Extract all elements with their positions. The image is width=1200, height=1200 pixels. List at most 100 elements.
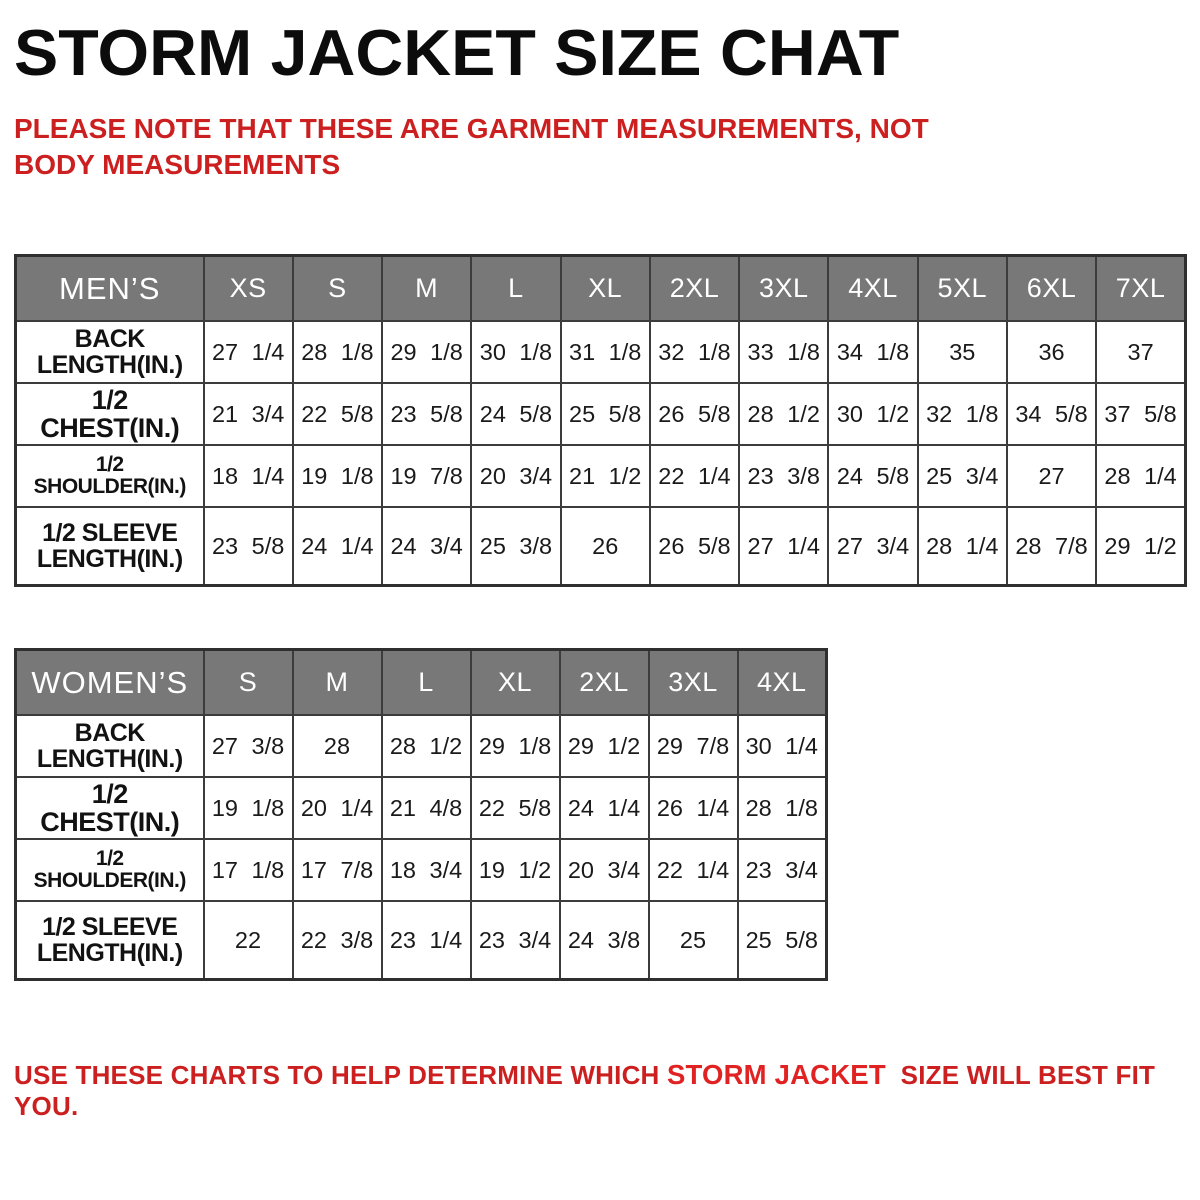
size-value-cell: 26 xyxy=(559,506,651,587)
size-value-cell: 23 1/4 xyxy=(380,900,472,981)
fit-advice-suffix: SIZE WILL BEST FIT YOU. xyxy=(14,1059,1163,1121)
size-chart-page: STORM JACKET SIZE CHAT PLEASE NOTE THAT … xyxy=(14,16,1188,1122)
garment-measurement-note: PLEASE NOTE THAT THESE ARE GARMENT MEASU… xyxy=(14,113,929,181)
size-value-cell: 24 1/4 xyxy=(291,506,384,587)
size-value-cell: 25 xyxy=(647,900,739,981)
fit-advice-text: USE THESE CHARTS TO HELP DETERMINE WHICH… xyxy=(14,1059,1188,1122)
size-table: WOMEN’S S M L XL 2XL 3XL 4XL BACK LENGTH(IN.) 27 3… xyxy=(14,647,828,981)
size-value-cell: 27 1/4 xyxy=(202,320,294,385)
table-header-row: MEN’S XS S M L XL 2XL 3XL 4XL 5XL 6XL 7XL xyxy=(14,254,1187,323)
size-value-cell: 22 5/8 xyxy=(469,776,561,841)
size-value-cell: 17 7/8 xyxy=(291,838,383,903)
size-value-cell: 29 1/2 xyxy=(1095,506,1187,587)
size-value-cell: 24 3/4 xyxy=(381,506,473,587)
fit-advice-product-name: STORM JACKET xyxy=(666,1058,886,1090)
size-value-cell: 26 5/8 xyxy=(648,382,741,447)
size-value-cell: 28 7/8 xyxy=(1005,506,1098,587)
size-value-cell: 21 4/8 xyxy=(380,776,472,841)
size-column-header: M xyxy=(381,254,473,323)
measurement-label: 1/2 SHOULDER(IN.) xyxy=(14,838,205,903)
size-column-header: L xyxy=(380,648,472,717)
size-value-cell: 27 3/8 xyxy=(202,714,294,779)
size-value-cell: 28 1/4 xyxy=(916,506,1008,587)
size-value-cell: 33 1/8 xyxy=(738,320,830,385)
size-column-header: S xyxy=(291,254,384,323)
table-row: BACK LENGTH(IN.) 27 1/4 28 1/8 29 1/8 30 1/8 3… xyxy=(14,320,1187,385)
size-value-cell: 35 xyxy=(916,320,1008,385)
size-value-cell: 24 3/8 xyxy=(558,900,650,981)
size-value-cell: 22 1/4 xyxy=(647,838,739,903)
size-column-header: S xyxy=(202,648,294,717)
size-value-cell: 31 1/8 xyxy=(559,320,651,385)
size-value-cell: 30 1/2 xyxy=(827,382,919,447)
size-value-cell: 17 1/8 xyxy=(202,838,294,903)
table-title-cell: MEN’S xyxy=(14,254,205,323)
size-value-cell: 28 1/4 xyxy=(1095,444,1187,509)
measurement-label: 1/2 SLEEVE LENGTH(IN.) xyxy=(14,506,205,587)
size-value-cell: 23 3/8 xyxy=(738,444,830,509)
size-value-cell: 34 5/8 xyxy=(1005,382,1098,447)
size-value-cell: 27 3/4 xyxy=(827,506,919,587)
size-value-cell: 34 1/8 xyxy=(827,320,919,385)
size-value-cell: 29 7/8 xyxy=(647,714,739,779)
size-column-header: 3XL xyxy=(738,254,830,323)
size-value-cell: 25 3/8 xyxy=(470,506,562,587)
size-value-cell: 37 5/8 xyxy=(1095,382,1187,447)
size-value-cell: 28 1/2 xyxy=(738,382,830,447)
size-value-cell: 28 1/2 xyxy=(380,714,472,779)
size-value-cell: 30 1/4 xyxy=(736,714,828,779)
size-value-cell: 21 3/4 xyxy=(202,382,294,447)
size-value-cell: 23 3/4 xyxy=(736,838,828,903)
size-value-cell: 24 5/8 xyxy=(827,444,919,509)
size-value-cell: 32 1/8 xyxy=(916,382,1008,447)
size-value-cell: 23 5/8 xyxy=(381,382,473,447)
size-value-cell: 36 xyxy=(1005,320,1098,385)
table-row: 1/2 SLEEVE LENGTH(IN.) 22 22 3/8 23 1/4 23 3/… xyxy=(14,900,828,981)
size-value-cell: 20 1/4 xyxy=(291,776,383,841)
page-title: STORM JACKET SIZE CHAT xyxy=(14,16,900,89)
size-column-header: XL xyxy=(559,254,651,323)
size-value-cell: 32 1/8 xyxy=(648,320,741,385)
table-header-row: WOMEN’S S M L XL 2XL 3XL 4XL xyxy=(14,648,828,717)
fit-advice-prefix: USE THESE CHARTS TO HELP DETERMINE WHICH xyxy=(14,1059,667,1090)
womens-size-table-container: WOMEN’S S M L XL 2XL 3XL 4XL BACK LENGTH(IN.) 27 3… xyxy=(14,647,1188,981)
size-value-cell: 19 7/8 xyxy=(381,444,473,509)
size-column-header: 5XL xyxy=(916,254,1008,323)
measurement-label: 1/2 CHEST(IN.) xyxy=(14,382,205,447)
size-column-header: 6XL xyxy=(1005,254,1098,323)
size-column-header: XS xyxy=(202,254,294,323)
size-value-cell: 24 5/8 xyxy=(470,382,562,447)
size-value-cell: 25 3/4 xyxy=(916,444,1008,509)
size-column-header: 4XL xyxy=(736,648,828,717)
size-value-cell: 19 1/2 xyxy=(469,838,561,903)
size-value-cell: 29 1/8 xyxy=(469,714,561,779)
size-value-cell: 26 1/4 xyxy=(647,776,739,841)
size-value-cell: 26 5/8 xyxy=(648,506,741,587)
size-value-cell: 18 1/4 xyxy=(202,444,294,509)
size-value-cell: 20 3/4 xyxy=(558,838,650,903)
size-column-header: 4XL xyxy=(827,254,919,323)
size-value-cell: 19 1/8 xyxy=(202,776,294,841)
table-row: 1/2 CHEST(IN.) 19 1/8 20 1/4 21 4/8 22 5/8 24… xyxy=(14,776,828,841)
table-row: 1/2 CHEST(IN.) 21 3/4 22 5/8 23 5/8 24 5/8 25… xyxy=(14,382,1187,447)
size-value-cell: 27 1/4 xyxy=(738,506,830,587)
size-value-cell: 30 1/8 xyxy=(470,320,562,385)
size-value-cell: 22 1/4 xyxy=(648,444,741,509)
size-column-header: 7XL xyxy=(1095,254,1187,323)
size-value-cell: 23 5/8 xyxy=(202,506,294,587)
size-column-header: 2XL xyxy=(558,648,650,717)
size-value-cell: 24 1/4 xyxy=(558,776,650,841)
size-value-cell: 22 xyxy=(202,900,294,981)
table-row: 1/2 SHOULDER(IN.) 18 1/4 19 1/8 19 7/8 20 3/… xyxy=(14,444,1187,509)
size-value-cell: 29 1/8 xyxy=(381,320,473,385)
table-row: 1/2 SHOULDER(IN.) 17 1/8 17 7/8 18 3/4 19 1/… xyxy=(14,838,828,903)
measurement-label: BACK LENGTH(IN.) xyxy=(14,714,205,779)
size-value-cell: 25 5/8 xyxy=(736,900,828,981)
measurement-label: BACK LENGTH(IN.) xyxy=(14,320,205,385)
size-table: MEN’S XS S M L XL 2XL 3XL 4XL 5XL 6XL 7XL BACK LENGTH… xyxy=(14,253,1187,587)
table-title-cell: WOMEN’S xyxy=(14,648,205,717)
size-column-header: L xyxy=(470,254,562,323)
size-value-cell: 22 3/8 xyxy=(291,900,383,981)
size-value-cell: 28 1/8 xyxy=(736,776,828,841)
size-value-cell: 21 1/2 xyxy=(559,444,651,509)
